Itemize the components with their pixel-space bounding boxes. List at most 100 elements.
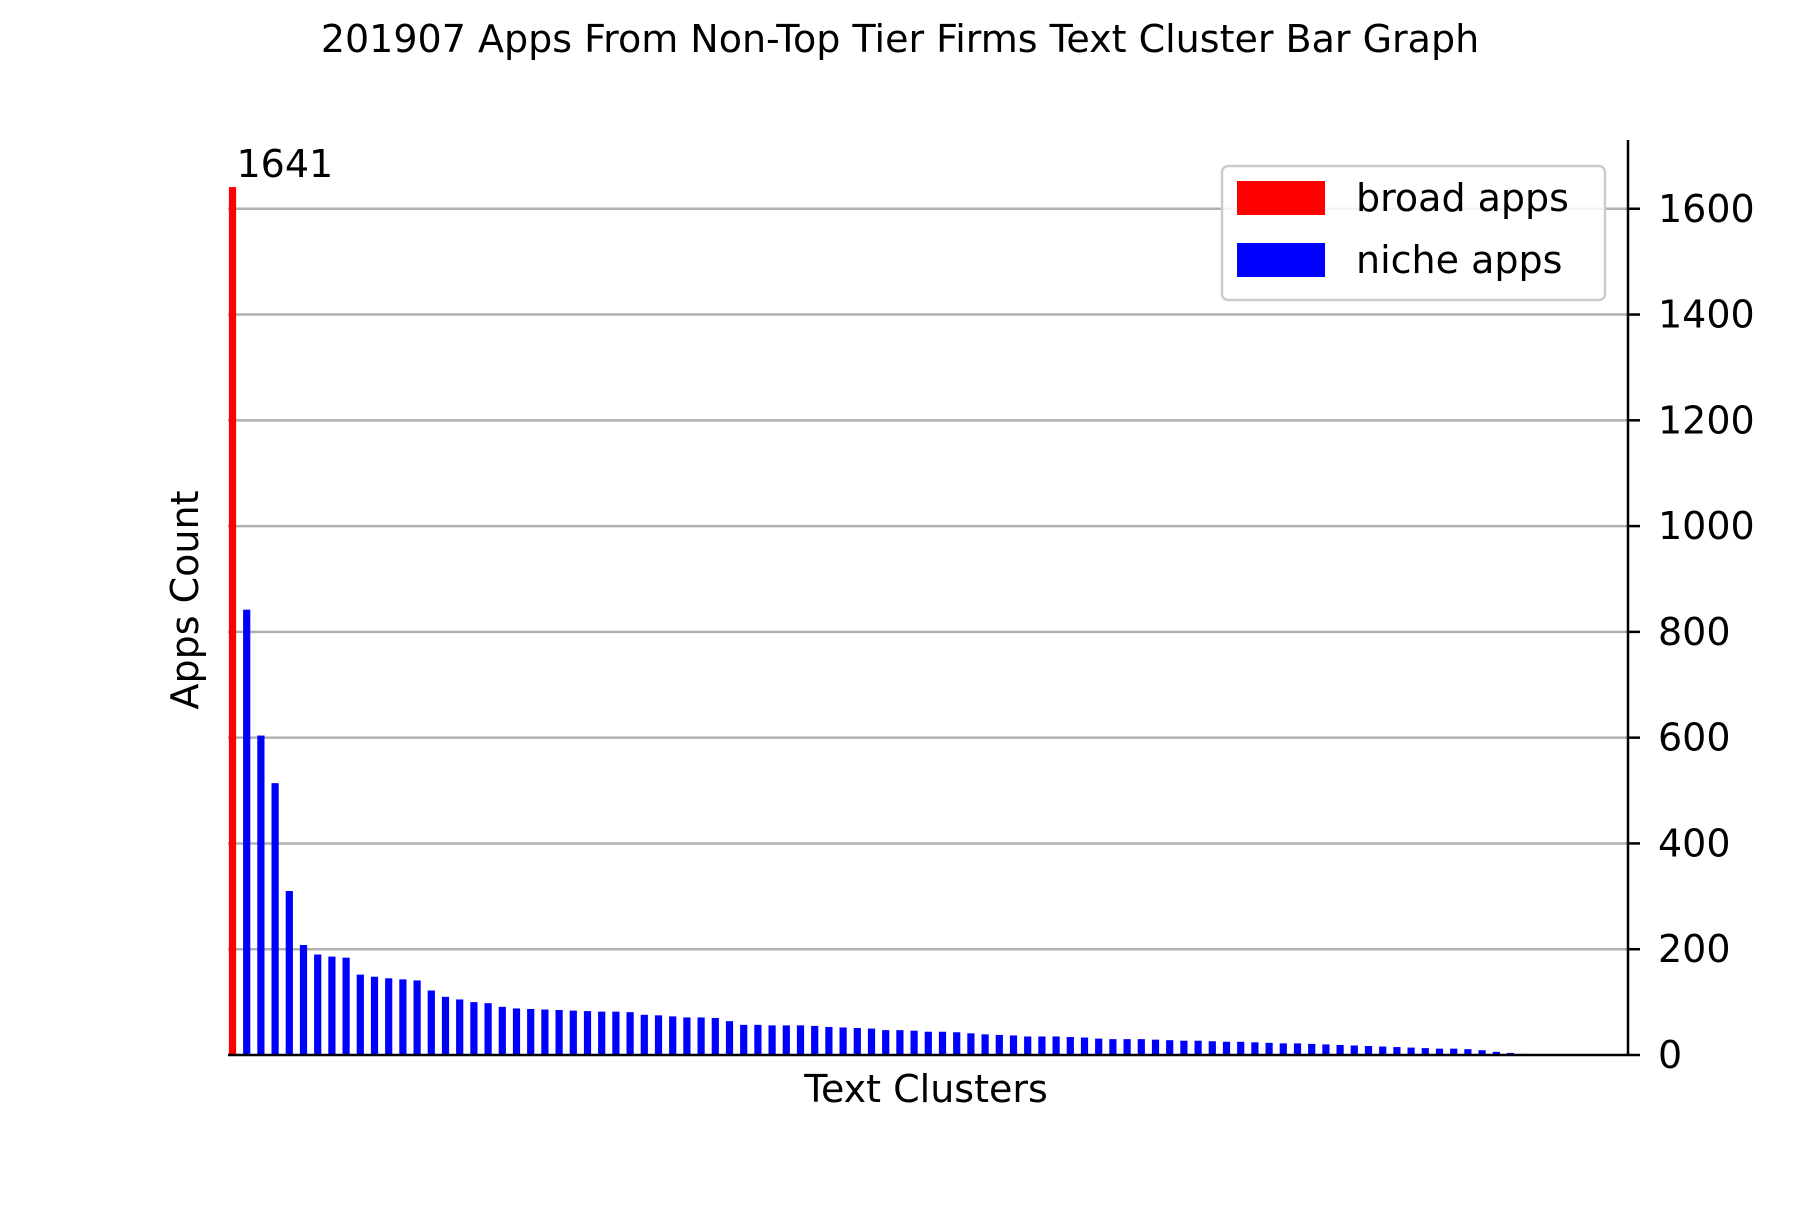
bar-niche-apps [669,1016,677,1055]
bar-niche-apps [1407,1047,1415,1055]
bar-niche-apps [555,1010,563,1055]
bar-niche-apps [541,1009,549,1055]
bar-niche-apps [924,1031,932,1055]
bar-niche-apps [1038,1036,1046,1055]
bar-niche-apps [1251,1042,1259,1055]
bar-niche-apps [697,1017,705,1055]
bar-niche-apps [1421,1048,1429,1055]
y-tick-label: 1400 [1658,293,1755,337]
bar-niche-apps [243,609,251,1055]
bar-niche-apps [456,999,464,1055]
bar-niche-apps [1393,1047,1401,1055]
legend-swatch [1237,243,1325,277]
bar-broad-apps [228,187,237,1055]
bar-niche-apps [441,996,450,1055]
legend: broad apps niche apps [1220,164,1607,302]
bar-niche-apps [399,979,407,1055]
bars [228,187,1529,1055]
bar-niche-apps [896,1030,904,1055]
legend-label: niche apps [1356,238,1562,282]
bar-niche-apps [1492,1051,1500,1055]
bar-niche-apps [271,783,279,1055]
bar-niche-apps [811,1025,819,1055]
bar-niche-apps [1379,1046,1387,1055]
bar-niche-apps [1009,1035,1018,1055]
bar-niche-apps [1123,1039,1131,1055]
y-tick-label: 200 [1658,927,1731,971]
y-tick-label: 600 [1658,716,1731,760]
bar-niche-apps [1322,1044,1330,1055]
bar-niche-apps [1222,1041,1231,1055]
legend-label: broad apps [1356,176,1569,220]
y-ticks: 0 200 400 600 800 1000 1200 1400 1600 [1628,187,1755,1077]
bar-niche-apps [1109,1039,1117,1055]
y-tick-label: 1000 [1658,504,1755,548]
bar-niche-apps [654,1015,663,1055]
bar-niche-apps [314,954,322,1055]
bar-niche-apps [825,1026,833,1055]
y-tick-label: 800 [1658,610,1731,654]
bar-niche-apps [1166,1040,1174,1055]
bar-niche-apps [413,980,421,1055]
bar-niche-apps [853,1028,861,1055]
x-axis-label: Text Clusters [803,1067,1048,1111]
bar-niche-apps [1308,1043,1316,1055]
bar-niche-apps [1080,1037,1089,1055]
bar-niche-apps [1279,1043,1287,1055]
bar-niche-apps [626,1012,634,1055]
bar-niche-apps [1237,1041,1245,1055]
bar-niche-apps [1052,1036,1060,1055]
bar-niche-apps [257,735,265,1055]
bar-niche-apps [768,1025,776,1055]
bar-niche-apps [725,1021,734,1055]
legend-swatch [1237,181,1325,215]
bar-value-label: 1641 [237,142,334,186]
bar-niche-apps [640,1014,648,1055]
bar-niche-apps [1095,1038,1103,1055]
bar-niche-apps [299,944,308,1055]
axes [228,140,1630,1057]
bar-niche-apps [1450,1048,1458,1055]
bar-niche-apps [583,1011,592,1055]
bar-niche-apps [953,1032,961,1055]
bar-niche-apps [1265,1042,1273,1055]
bar-niche-apps [484,1003,492,1055]
bar-niche-apps [754,1024,762,1055]
bar-niche-apps [1478,1050,1486,1055]
bar-niche-apps [683,1017,691,1055]
bar-niche-apps [1464,1049,1472,1055]
bar-niche-apps [598,1011,606,1055]
bar-niche-apps [427,990,435,1055]
bar-niche-apps [981,1034,989,1055]
bar-niche-apps [711,1017,719,1055]
bar-niche-apps [782,1025,790,1055]
bar-niche-apps [910,1030,918,1055]
y-tick-label: 400 [1658,821,1731,865]
bar-niche-apps [882,1030,890,1055]
bar-niche-apps [1336,1044,1344,1055]
bar-niche-apps [967,1033,975,1055]
annotations: 1641 [237,142,334,186]
bar-niche-apps [1194,1040,1202,1055]
bar-niche-apps [995,1034,1003,1055]
bar-niche-apps [356,974,364,1055]
bar-niche-apps [1180,1040,1188,1055]
bar-niche-apps [1066,1037,1074,1055]
chart-title: 201907 Apps From Non-Top Tier Firms Text… [321,17,1479,61]
bar-niche-apps [1151,1039,1160,1055]
bar-niche-apps [740,1024,748,1055]
bar-niche-apps [1024,1036,1032,1055]
bar-niche-apps [1293,1043,1302,1055]
bar-niche-apps [527,1008,535,1055]
y-tick-label: 1200 [1658,398,1755,442]
bar-niche-apps [867,1028,876,1055]
y-axis-label: Apps Count [163,491,207,710]
bar-niche-apps [328,956,336,1055]
y-tick-label: 0 [1658,1033,1682,1077]
bar-niche-apps [796,1025,805,1055]
y-tick-label: 1600 [1658,187,1755,231]
bar-niche-apps [370,976,379,1055]
bar-niche-apps [1137,1039,1145,1055]
